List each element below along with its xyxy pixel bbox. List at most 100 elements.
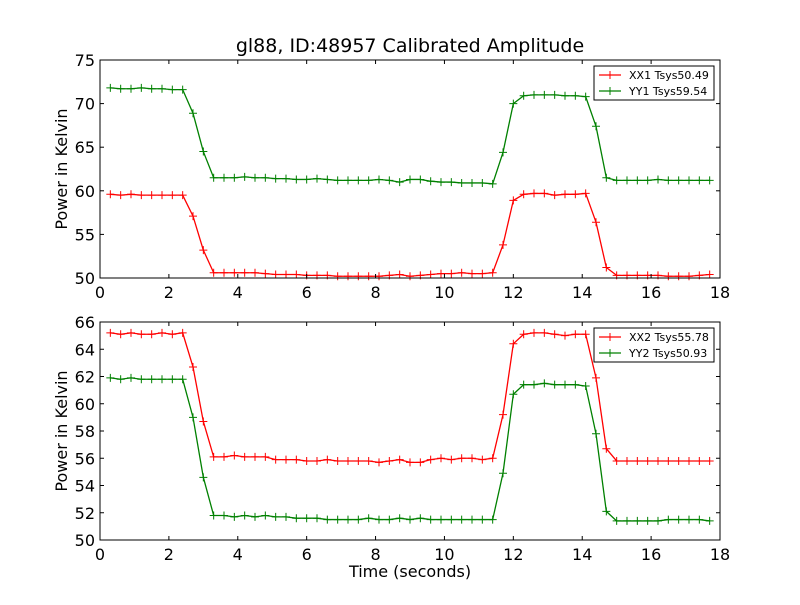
y-tick-label: 50 bbox=[75, 269, 95, 288]
data-point-marker bbox=[602, 507, 611, 516]
data-point-marker bbox=[364, 176, 373, 185]
data-point-marker bbox=[674, 515, 683, 524]
data-point-marker bbox=[220, 511, 228, 520]
data-point-marker bbox=[592, 373, 600, 382]
data-point-marker bbox=[313, 174, 321, 183]
data-point-marker bbox=[519, 190, 528, 199]
x-tick-label: 12 bbox=[503, 283, 523, 302]
data-point-marker bbox=[561, 91, 569, 100]
data-point-marker bbox=[364, 456, 373, 465]
data-point-marker bbox=[406, 458, 414, 467]
data-point-marker bbox=[158, 328, 166, 337]
data-point-marker bbox=[302, 175, 311, 184]
data-point-marker bbox=[395, 178, 404, 187]
data-point-marker bbox=[292, 175, 301, 184]
data-point-marker bbox=[209, 511, 218, 520]
data-point-marker bbox=[426, 515, 435, 524]
data-point-marker bbox=[685, 456, 693, 465]
data-point-marker bbox=[488, 454, 497, 463]
data-point-marker bbox=[364, 272, 373, 281]
data-point-marker bbox=[168, 191, 177, 200]
data-point-marker bbox=[344, 272, 352, 281]
data-point-marker bbox=[468, 178, 476, 187]
data-point-marker bbox=[406, 272, 414, 281]
legend-label: XX2 Tsys55.78 bbox=[629, 331, 709, 344]
data-point-marker bbox=[302, 514, 311, 523]
plot-frame bbox=[99, 59, 721, 279]
data-point-marker bbox=[137, 375, 146, 384]
data-point-marker bbox=[530, 328, 538, 337]
data-point-marker bbox=[437, 515, 445, 524]
data-point-marker bbox=[654, 175, 662, 184]
data-point-marker bbox=[623, 516, 631, 525]
data-point-marker bbox=[344, 515, 352, 524]
data-point-marker bbox=[499, 469, 507, 478]
data-point-marker bbox=[447, 269, 456, 278]
data-point-marker bbox=[447, 515, 456, 524]
data-point-marker bbox=[137, 83, 146, 92]
data-point-marker bbox=[602, 263, 611, 272]
data-point-marker bbox=[592, 429, 600, 438]
data-point-marker bbox=[116, 84, 125, 93]
data-point-marker bbox=[509, 339, 518, 348]
data-point-marker bbox=[261, 511, 270, 520]
legend: XX2 Tsys55.78 YY2 Tsys50.93 bbox=[593, 327, 715, 363]
data-point-marker bbox=[292, 455, 301, 464]
data-point-marker bbox=[199, 473, 208, 482]
data-point-marker bbox=[437, 269, 445, 278]
data-point-marker bbox=[664, 176, 673, 185]
y-tick-label: 62 bbox=[75, 368, 95, 387]
legend-swatch-marker bbox=[606, 349, 614, 357]
data-point-marker bbox=[106, 83, 115, 92]
data-point-marker bbox=[550, 191, 559, 200]
data-point-marker bbox=[643, 456, 652, 465]
data-point-marker bbox=[685, 176, 693, 185]
data-point-marker bbox=[530, 189, 538, 198]
data-point-marker bbox=[633, 176, 642, 185]
data-point-marker bbox=[220, 452, 228, 461]
data-point-marker bbox=[530, 380, 538, 389]
data-point-marker bbox=[623, 456, 631, 465]
x-tick-label: 14 bbox=[572, 283, 592, 302]
data-point-marker bbox=[178, 85, 187, 94]
x-axis-label: Time (seconds) bbox=[348, 562, 471, 581]
data-point-marker bbox=[540, 90, 549, 99]
series-markers-1-2 bbox=[106, 83, 714, 188]
data-point-marker bbox=[612, 176, 621, 185]
x-tick-label: 6 bbox=[302, 283, 312, 302]
y-axis-label: Power in Kelvin bbox=[52, 370, 71, 491]
series-markers-2-2 bbox=[106, 373, 714, 525]
y-tick-label: 55 bbox=[75, 225, 95, 244]
data-point-marker bbox=[116, 191, 125, 200]
x-tick-label: 18 bbox=[710, 283, 730, 302]
x-tick-label: 16 bbox=[641, 545, 661, 564]
data-point-marker bbox=[282, 455, 290, 464]
data-point-marker bbox=[674, 176, 683, 185]
data-point-marker bbox=[705, 516, 714, 525]
data-point-marker bbox=[457, 454, 466, 463]
data-point-marker bbox=[499, 240, 507, 249]
data-point-marker bbox=[230, 512, 239, 521]
x-tick-label: 18 bbox=[710, 545, 730, 564]
data-point-marker bbox=[199, 417, 208, 426]
data-point-marker bbox=[519, 330, 528, 339]
y-tick-label: 66 bbox=[75, 313, 95, 332]
data-point-marker bbox=[261, 452, 270, 461]
data-point-marker bbox=[375, 515, 383, 524]
data-point-marker bbox=[271, 512, 280, 521]
y-tick-label: 65 bbox=[75, 138, 95, 157]
data-point-marker bbox=[116, 330, 125, 339]
data-point-marker bbox=[426, 177, 435, 186]
data-point-marker bbox=[550, 330, 559, 339]
data-point-marker bbox=[344, 176, 352, 185]
data-point-marker bbox=[323, 175, 332, 184]
x-tick-label: 6 bbox=[302, 545, 312, 564]
data-point-marker bbox=[189, 362, 197, 371]
data-point-marker bbox=[478, 269, 487, 278]
y-axis-label: Power in Kelvin bbox=[52, 108, 71, 229]
data-point-marker bbox=[561, 190, 569, 199]
data-point-marker bbox=[447, 178, 456, 187]
data-point-marker bbox=[127, 190, 135, 199]
data-point-marker bbox=[581, 92, 590, 101]
data-point-marker bbox=[395, 514, 404, 523]
